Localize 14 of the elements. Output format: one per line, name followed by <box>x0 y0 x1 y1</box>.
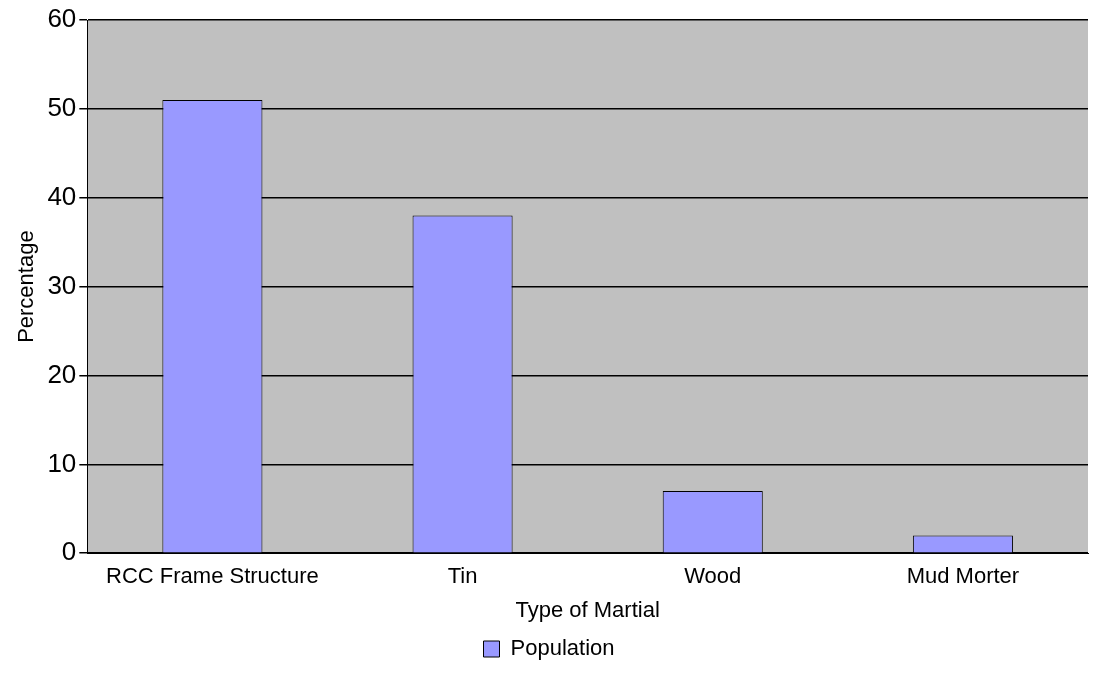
y-tick-label: 20 <box>47 358 77 389</box>
y-tick-label: 40 <box>47 180 77 211</box>
legend-label: Population <box>510 635 615 661</box>
y-tick-label: 50 <box>47 92 77 123</box>
x-tick-label: RCC Frame Structure <box>106 563 319 589</box>
x-tick-label: Mud Morter <box>906 563 1020 589</box>
y-tick-label: 10 <box>47 447 77 478</box>
y-tick-label: 0 <box>61 536 77 567</box>
y-axis-title: Percentage <box>13 230 39 343</box>
x-tick-label: Tin <box>447 563 478 589</box>
x-tick-label: Wood <box>684 563 742 589</box>
x-axis-title: Type of Martial <box>515 596 660 622</box>
y-tick-label: 60 <box>47 3 77 34</box>
y-tick-label: 30 <box>47 269 77 300</box>
